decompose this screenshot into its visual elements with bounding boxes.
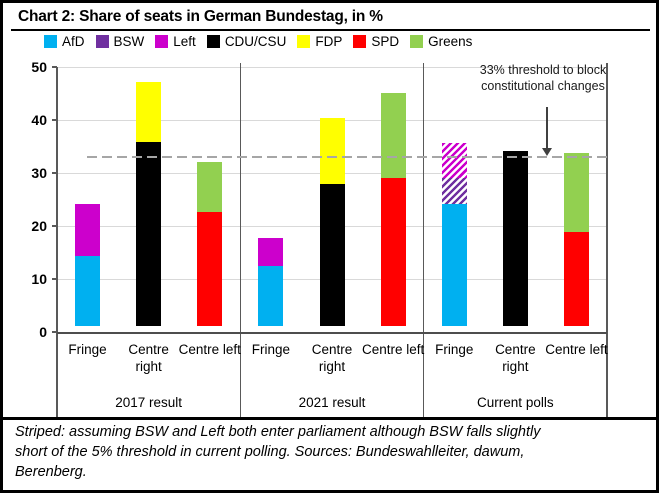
legend-item-cdu-csu: CDU/CSU: [206, 34, 287, 49]
bar-current-polls-centre-right: [502, 151, 528, 326]
legend-swatch-icon: [297, 35, 311, 48]
x-axis-line: [57, 332, 607, 334]
bar-segment-spd: [197, 211, 223, 326]
x-category-label: Centre right: [128, 342, 169, 374]
bar-segment-left: [258, 238, 284, 267]
y-axis-line: [56, 67, 58, 417]
bar-2017-result-centre-right: [136, 82, 162, 326]
legend-label: Left: [173, 34, 196, 49]
bar-segment-left: [441, 143, 467, 178]
bar-segment-fdp: [319, 117, 345, 184]
footnote-line: Berenberg.: [15, 464, 87, 480]
bar-current-polls-fringe: [441, 143, 467, 326]
bar-segment-greens: [380, 92, 406, 178]
legend-item-left: Left: [155, 34, 196, 49]
legend-label: BSW: [113, 34, 145, 49]
chart-title: Chart 2: Share of seats in German Bundes…: [18, 8, 383, 25]
legend-label: FDP: [315, 34, 343, 49]
bar-2017-result-fringe: [75, 204, 101, 326]
legend-swatch-icon: [206, 35, 220, 48]
bar-segment-afd: [258, 266, 284, 326]
legend-swatch-icon: [410, 35, 424, 48]
legend-item-bsw: BSW: [95, 34, 145, 49]
y-axis-tick: [52, 119, 57, 121]
threshold-annotation-line: 33% threshold to block: [479, 63, 607, 77]
x-category-label: Centre left: [361, 342, 425, 357]
legend: AfD BSW Left CDU/CSU FDP SPD Greens: [44, 34, 652, 49]
legend-item-greens: Greens: [410, 34, 472, 49]
annotation-arrow-head-icon: [541, 148, 552, 156]
legend-label: CDU/CSU: [224, 34, 287, 49]
y-axis-tick: [52, 225, 57, 227]
panel-divider-line: [606, 63, 608, 417]
bar-segment-left: [75, 204, 101, 256]
x-category-label: Fringe: [435, 342, 474, 357]
bar-segment-spd: [380, 177, 406, 326]
legend-label: SPD: [371, 34, 400, 49]
bar-2021-result-centre-left: [380, 92, 406, 326]
bar-segment-cdu-csu: [136, 142, 162, 326]
panel-divider-line: [239, 63, 242, 417]
footnote-line: short of the 5% threshold in current pol…: [15, 444, 525, 460]
y-axis-tick: [52, 331, 57, 333]
bar-2021-result-centre-right: [319, 117, 345, 326]
bar-segment-greens: [563, 153, 589, 233]
bar-segment-bsw: [441, 177, 467, 205]
y-axis-label: 40: [31, 112, 47, 128]
bar-2021-result-fringe: [258, 238, 284, 326]
x-category-label: Centre right: [495, 342, 536, 374]
footnote-separator-line: [3, 417, 656, 420]
y-axis-tick: [52, 172, 57, 174]
bar-segment-cdu-csu: [319, 183, 345, 326]
annotation-arrow-line: [546, 107, 548, 149]
threshold-line: [87, 155, 607, 159]
panel-divider-line: [423, 63, 425, 417]
legend-label: AfD: [62, 34, 85, 49]
threshold-annotation-line: constitutional changes: [481, 78, 605, 93]
legend-item-fdp: FDP: [297, 34, 342, 49]
legend-swatch-icon: [155, 35, 169, 48]
bar-segment-afd: [441, 204, 467, 326]
y-axis-label: 50: [31, 59, 47, 75]
threshold-annotation: 33% threshold to block constitutional cha…: [453, 63, 633, 94]
x-category-label: Centre right: [311, 342, 353, 374]
legend-item-afd: AfD: [44, 34, 85, 49]
legend-swatch-icon: [95, 35, 109, 48]
bar-segment-spd: [563, 232, 589, 326]
bar-segment-greens: [197, 161, 223, 212]
bar-2017-result-centre-left: [197, 161, 223, 326]
x-category-label: Fringe: [68, 342, 107, 357]
legend-item-spd: SPD: [353, 34, 399, 49]
group-label: 2017 result: [115, 395, 183, 410]
y-axis-tick: [52, 66, 57, 68]
plot-area: 0 10 20 30 40 50 Fringe Centre right Centre left…: [3, 3, 656, 490]
bar-segment-afd: [75, 255, 101, 326]
x-category-label: Centre left: [545, 342, 608, 357]
x-category-label: Centre left: [178, 342, 241, 357]
y-axis-label: 20: [31, 218, 47, 234]
group-label: Current polls: [477, 395, 554, 410]
title-separator-line: [11, 29, 650, 31]
y-axis-tick: [52, 278, 57, 280]
y-axis-label: 0: [39, 324, 47, 340]
x-category-label: Fringe: [251, 342, 290, 357]
legend-swatch-icon: [353, 35, 367, 48]
footnote: Striped: assuming BSW and Left both ente…: [15, 422, 648, 482]
bar-current-polls-centre-left: [563, 153, 589, 326]
legend-swatch-icon: [44, 35, 57, 48]
gridline: [57, 66, 607, 68]
group-label: 2021 result: [298, 395, 366, 410]
bar-segment-cdu-csu: [502, 151, 528, 326]
y-axis-label: 30: [31, 165, 47, 181]
y-axis-label: 10: [31, 271, 47, 287]
bar-segment-fdp: [136, 82, 162, 143]
legend-label: Greens: [428, 34, 473, 49]
footnote-line: Striped: assuming BSW and Left both ente…: [15, 424, 541, 440]
